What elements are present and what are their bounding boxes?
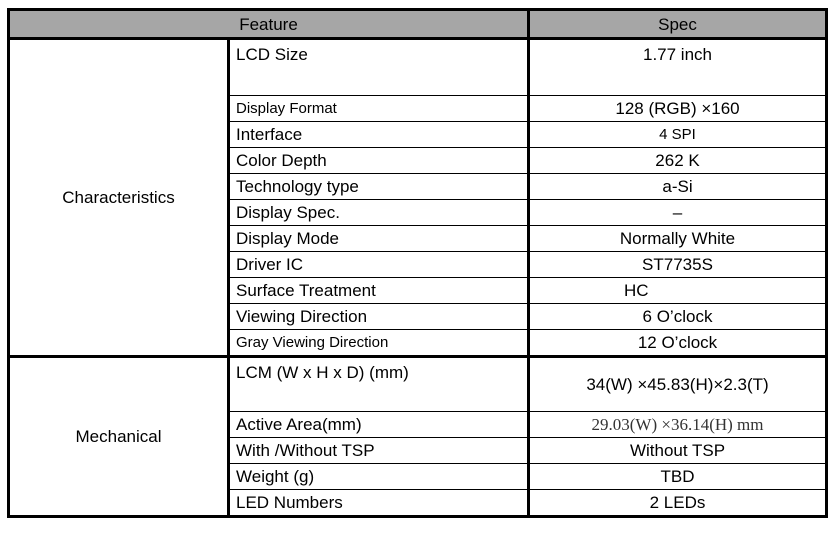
spec-cell: a-Si <box>527 173 828 200</box>
spec-cell: Without TSP <box>527 437 828 464</box>
header-row: Feature Spec <box>7 8 828 40</box>
feature-cell: Viewing Direction <box>228 303 529 330</box>
spec-cell: 4 SPI <box>527 121 828 148</box>
spec-cell: Normally White <box>527 225 828 252</box>
spec-cell: ST7735S <box>527 251 828 278</box>
feature-cell: Color Depth <box>228 147 529 174</box>
table-row: Display Format 128 (RGB) ×160 <box>9 95 828 122</box>
spec-cell: HC <box>527 277 828 304</box>
table-row: Characteristics LCD Size 1.77 inch <box>7 38 828 358</box>
table-row: Mechanical LCM (W x H x D) (mm) 34(W) ×4… <box>7 356 828 518</box>
spec-cell: 29.03(W) ×36.14(H) mm <box>527 411 828 438</box>
spec-cell: 262 K <box>527 147 828 174</box>
spec-cell: 128 (RGB) ×160 <box>527 95 828 122</box>
feature-cell: Gray Viewing Direction <box>228 329 529 358</box>
spec-cell: 1.77 inch <box>527 38 828 96</box>
table-row: Color Depth 262 K <box>9 147 828 174</box>
feature-cell: Technology type <box>228 173 529 200</box>
feature-cell: Interface <box>228 121 529 148</box>
spec-cell: 34(W) ×45.83(H)×2.3(T) <box>527 356 828 412</box>
feature-cell: Display Spec. <box>228 199 529 226</box>
table-row: Viewing Direction 6 O’clock <box>9 303 828 330</box>
group-characteristics: Characteristics <box>7 38 230 358</box>
group-mechanical: Mechanical <box>7 356 230 518</box>
header-spec: Spec <box>527 8 828 40</box>
table-row: Interface 4 SPI <box>9 121 828 148</box>
spec-cell: 6 O’clock <box>527 303 828 330</box>
spec-cell: – <box>527 199 828 226</box>
header-feature: Feature <box>7 8 530 40</box>
spec-cell: TBD <box>527 463 828 490</box>
feature-cell: Surface Treatment <box>228 277 529 304</box>
feature-cell: Weight (g) <box>228 463 529 490</box>
feature-cell: LCM (W x H x D) (mm) <box>228 356 529 412</box>
feature-cell: With /Without TSP <box>228 437 529 464</box>
table-row: LED Numbers 2 LEDs <box>9 489 828 518</box>
table-row: Driver IC ST7735S <box>9 251 828 278</box>
feature-cell: Active Area(mm) <box>228 411 529 438</box>
feature-cell: LCD Size <box>228 38 529 96</box>
feature-cell: LED Numbers <box>228 489 529 518</box>
feature-cell: Driver IC <box>228 251 529 278</box>
feature-cell: Display Format <box>228 95 529 122</box>
spec-cell: 2 LEDs <box>527 489 828 518</box>
spec-table: Feature Spec Characteristics LCD Size 1.… <box>7 8 828 518</box>
table-row: Gray Viewing Direction 12 O’clock <box>9 329 828 358</box>
spec-cell: 12 O’clock <box>527 329 828 358</box>
feature-cell: Display Mode <box>228 225 529 252</box>
table-row: Display Mode Normally White <box>9 225 828 252</box>
table-row: Technology type a-Si <box>9 173 828 200</box>
table-row: Display Spec. – <box>9 199 828 226</box>
